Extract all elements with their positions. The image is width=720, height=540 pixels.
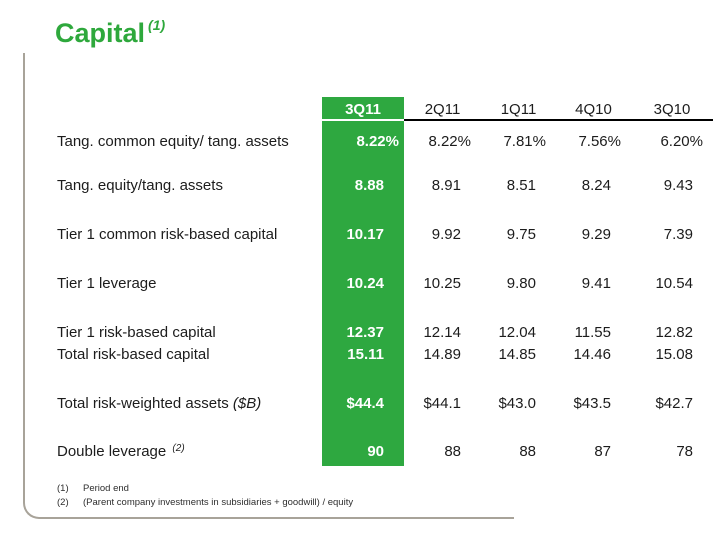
row-group: Tang. equity/tang. assets 8.88 8.91 8.51 8.… (57, 175, 713, 197)
footnotes: (1) Period end (2) (Parent company investme… (57, 482, 353, 510)
cell-value: 10.17 (346, 226, 384, 243)
table-row: Tier 1 common risk-based capital 10.17 9.… (57, 224, 713, 246)
cell-value: 87 (594, 443, 611, 460)
cell-value: 10.54 (655, 275, 693, 292)
cell-value: 7.81% (503, 133, 546, 150)
row-label-footnote-ref: (2) (172, 443, 185, 454)
row-label: Tier 1 leverage (57, 275, 157, 292)
header-spacer (57, 99, 322, 121)
cell-value: 6.20% (660, 133, 703, 150)
cell-value: $43.5 (573, 395, 611, 412)
cell-value: $44.1 (423, 395, 461, 412)
row-group: Tier 1 risk-based capital 12.37 12.14 12.0… (57, 322, 713, 366)
row-group: Tier 1 leverage 10.24 10.25 9.80 9.41 10.54 (57, 273, 713, 295)
row-label: Total risk-based capital (57, 346, 210, 363)
cell-value: 12.14 (423, 324, 461, 341)
cell-value: 12.37 (346, 324, 384, 341)
cell-value: 8.22% (356, 133, 399, 150)
row-label-italic-suffix: ($B) (232, 395, 262, 412)
cell-value: 9.43 (663, 177, 693, 194)
cell-value: 90 (367, 443, 384, 460)
cell-value: 9.41 (581, 275, 611, 292)
cell-value: 15.08 (655, 346, 693, 363)
row-label: Tang. common equity/ tang. assets (57, 133, 289, 150)
slide-frame-border (23, 53, 514, 519)
cell-value: 15.11 (347, 346, 384, 363)
row-label: Total risk-weighted assets ($B) (57, 395, 262, 412)
table-row: Tang. common equity/ tang. assets 8.22% 8… (57, 131, 713, 153)
row-group: Tang. common equity/ tang. assets 8.22% 8… (57, 131, 713, 153)
row-group: Tier 1 common risk-based capital 10.17 9.… (57, 224, 713, 246)
cell-value: $44.4 (346, 395, 384, 412)
row-group: Double leverage (2) 90 88 88 87 78 (57, 441, 713, 463)
cell-value: 11.55 (574, 324, 611, 341)
cell-value: 88 (519, 443, 536, 460)
cell-value: 14.46 (573, 346, 611, 363)
page-title-text: Capital (55, 18, 146, 48)
table-row: Tier 1 risk-based capital 12.37 12.14 12.0… (57, 322, 713, 344)
cell-value: 10.24 (346, 275, 384, 292)
footnote-text: (Parent company investments in subsidiar… (83, 497, 354, 508)
cell-value: 10.25 (423, 275, 461, 292)
cell-value: 7.56% (578, 133, 621, 150)
cell-value: 9.80 (506, 275, 536, 292)
column-header-3q10: 3Q10 (631, 99, 713, 121)
highlight-column-background (322, 97, 404, 466)
cell-value: 7.39 (663, 226, 693, 243)
row-group: Total risk-weighted assets ($B) $44.4 $44.… (57, 393, 713, 415)
column-header-3q11: 3Q11 (322, 99, 404, 121)
cell-value: 12.82 (655, 324, 693, 341)
cell-value: 8.22% (428, 133, 471, 150)
cell-value: 9.92 (431, 226, 461, 243)
cell-value: 9.75 (506, 226, 536, 243)
table-row: Tang. equity/tang. assets 8.88 8.91 8.51 8.… (57, 175, 713, 197)
row-label: Tier 1 common risk-based capital (57, 226, 278, 243)
capital-metrics-table: 3Q11 2Q11 1Q11 4Q10 3Q10 Tang. common equity… (57, 99, 713, 463)
page-title-footnote-ref: (1) (148, 17, 166, 33)
page-title: Capital (1) (55, 17, 166, 49)
cell-value: $42.7 (655, 395, 693, 412)
slide-footer: Huntington 107 (0, 490, 720, 540)
cell-value: 14.85 (498, 346, 536, 363)
cell-value: 12.04 (498, 324, 536, 341)
cell-value: 8.91 (431, 177, 461, 194)
cell-value: 8.51 (506, 177, 536, 194)
column-header-4q10: 4Q10 (556, 99, 631, 121)
table-body: Tang. common equity/ tang. assets 8.22% 8… (57, 131, 713, 463)
cell-value: 9.29 (581, 226, 611, 243)
row-label: Tier 1 risk-based capital (57, 324, 216, 341)
table-row: Total risk-weighted assets ($B) $44.4 $44.… (57, 393, 713, 415)
table-header-row: 3Q11 2Q11 1Q11 4Q10 3Q10 (57, 99, 713, 121)
row-label: Double leverage (2) (57, 443, 185, 460)
row-label: Tang. equity/tang. assets (57, 177, 223, 194)
table-row: Tier 1 leverage 10.24 10.25 9.80 9.41 10.54 (57, 273, 713, 295)
footnote: (2) (Parent company investments in subsid… (57, 496, 353, 510)
cell-value: 14.89 (423, 346, 461, 363)
footnote-marker: (2) (57, 497, 69, 508)
column-header-1q11: 1Q11 (481, 99, 556, 121)
footnote-text: Period end (83, 483, 129, 494)
cell-value: 8.88 (354, 177, 384, 194)
footnote-marker: (1) (57, 483, 69, 494)
cell-value: 8.24 (581, 177, 611, 194)
cell-value: 88 (444, 443, 461, 460)
footnote: (1) Period end (57, 482, 353, 496)
cell-value: 78 (676, 443, 693, 460)
cell-value: $43.0 (498, 395, 536, 412)
table-row: Double leverage (2) 90 88 88 87 78 (57, 441, 713, 463)
table-row: Total risk-based capital 15.11 14.89 14.85… (57, 344, 713, 366)
column-header-2q11: 2Q11 (404, 99, 481, 121)
